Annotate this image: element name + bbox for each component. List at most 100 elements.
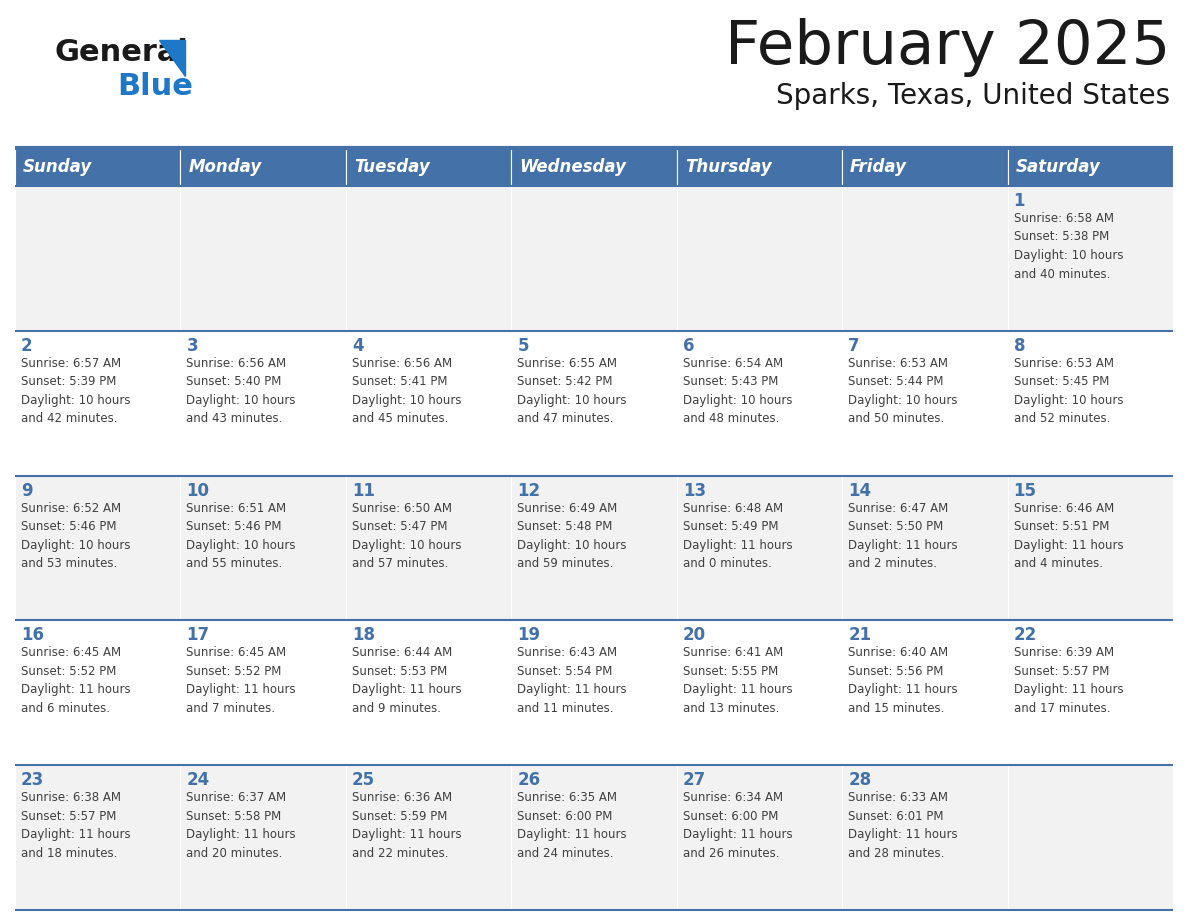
Text: Sunrise: 6:49 AM
Sunset: 5:48 PM
Daylight: 10 hours
and 59 minutes.: Sunrise: 6:49 AM Sunset: 5:48 PM Dayligh… [517, 501, 627, 570]
FancyBboxPatch shape [346, 186, 511, 330]
Text: 25: 25 [352, 771, 375, 789]
Text: 16: 16 [21, 626, 44, 644]
FancyBboxPatch shape [181, 186, 346, 330]
Text: 10: 10 [187, 482, 209, 499]
Text: 11: 11 [352, 482, 375, 499]
Text: Sunrise: 6:48 AM
Sunset: 5:49 PM
Daylight: 11 hours
and 0 minutes.: Sunrise: 6:48 AM Sunset: 5:49 PM Dayligh… [683, 501, 792, 570]
Text: 15: 15 [1013, 482, 1037, 499]
Text: Saturday: Saturday [1016, 158, 1100, 176]
Text: Sunrise: 6:51 AM
Sunset: 5:46 PM
Daylight: 10 hours
and 55 minutes.: Sunrise: 6:51 AM Sunset: 5:46 PM Dayligh… [187, 501, 296, 570]
FancyBboxPatch shape [15, 148, 181, 186]
FancyBboxPatch shape [346, 766, 511, 910]
Text: Sunrise: 6:41 AM
Sunset: 5:55 PM
Daylight: 11 hours
and 13 minutes.: Sunrise: 6:41 AM Sunset: 5:55 PM Dayligh… [683, 646, 792, 715]
Text: 20: 20 [683, 626, 706, 644]
Text: 28: 28 [848, 771, 871, 789]
Text: Sunrise: 6:56 AM
Sunset: 5:41 PM
Daylight: 10 hours
and 45 minutes.: Sunrise: 6:56 AM Sunset: 5:41 PM Dayligh… [352, 357, 461, 425]
FancyBboxPatch shape [1007, 476, 1173, 621]
FancyBboxPatch shape [677, 330, 842, 476]
Text: February 2025: February 2025 [725, 18, 1170, 77]
FancyBboxPatch shape [15, 766, 181, 910]
FancyBboxPatch shape [511, 766, 677, 910]
Text: 24: 24 [187, 771, 209, 789]
Text: 3: 3 [187, 337, 198, 354]
Text: 12: 12 [517, 482, 541, 499]
Text: Sunrise: 6:43 AM
Sunset: 5:54 PM
Daylight: 11 hours
and 11 minutes.: Sunrise: 6:43 AM Sunset: 5:54 PM Dayligh… [517, 646, 627, 715]
FancyBboxPatch shape [346, 330, 511, 476]
Text: Sunrise: 6:56 AM
Sunset: 5:40 PM
Daylight: 10 hours
and 43 minutes.: Sunrise: 6:56 AM Sunset: 5:40 PM Dayligh… [187, 357, 296, 425]
FancyBboxPatch shape [1007, 186, 1173, 330]
Text: Sunrise: 6:55 AM
Sunset: 5:42 PM
Daylight: 10 hours
and 47 minutes.: Sunrise: 6:55 AM Sunset: 5:42 PM Dayligh… [517, 357, 627, 425]
FancyBboxPatch shape [1007, 621, 1173, 766]
Text: 14: 14 [848, 482, 871, 499]
Text: 22: 22 [1013, 626, 1037, 644]
Text: 4: 4 [352, 337, 364, 354]
FancyBboxPatch shape [15, 621, 181, 766]
Text: Sunrise: 6:57 AM
Sunset: 5:39 PM
Daylight: 10 hours
and 42 minutes.: Sunrise: 6:57 AM Sunset: 5:39 PM Dayligh… [21, 357, 131, 425]
Text: Sunrise: 6:36 AM
Sunset: 5:59 PM
Daylight: 11 hours
and 22 minutes.: Sunrise: 6:36 AM Sunset: 5:59 PM Dayligh… [352, 791, 461, 859]
FancyBboxPatch shape [181, 766, 346, 910]
Text: Friday: Friday [851, 158, 908, 176]
Text: Blue: Blue [116, 72, 192, 101]
Text: Sunrise: 6:53 AM
Sunset: 5:44 PM
Daylight: 10 hours
and 50 minutes.: Sunrise: 6:53 AM Sunset: 5:44 PM Dayligh… [848, 357, 958, 425]
Text: Sunrise: 6:50 AM
Sunset: 5:47 PM
Daylight: 10 hours
and 57 minutes.: Sunrise: 6:50 AM Sunset: 5:47 PM Dayligh… [352, 501, 461, 570]
FancyBboxPatch shape [346, 621, 511, 766]
Text: Sunday: Sunday [23, 158, 93, 176]
Text: 17: 17 [187, 626, 209, 644]
FancyBboxPatch shape [842, 186, 1007, 330]
Text: Tuesday: Tuesday [354, 158, 430, 176]
FancyBboxPatch shape [511, 148, 677, 186]
Text: 9: 9 [21, 482, 32, 499]
Text: Sunrise: 6:40 AM
Sunset: 5:56 PM
Daylight: 11 hours
and 15 minutes.: Sunrise: 6:40 AM Sunset: 5:56 PM Dayligh… [848, 646, 958, 715]
Text: 1: 1 [1013, 192, 1025, 210]
FancyBboxPatch shape [842, 621, 1007, 766]
FancyBboxPatch shape [677, 186, 842, 330]
Text: 7: 7 [848, 337, 860, 354]
Text: Sunrise: 6:39 AM
Sunset: 5:57 PM
Daylight: 11 hours
and 17 minutes.: Sunrise: 6:39 AM Sunset: 5:57 PM Dayligh… [1013, 646, 1123, 715]
Text: Sunrise: 6:38 AM
Sunset: 5:57 PM
Daylight: 11 hours
and 18 minutes.: Sunrise: 6:38 AM Sunset: 5:57 PM Dayligh… [21, 791, 131, 859]
Text: Sunrise: 6:54 AM
Sunset: 5:43 PM
Daylight: 10 hours
and 48 minutes.: Sunrise: 6:54 AM Sunset: 5:43 PM Dayligh… [683, 357, 792, 425]
FancyBboxPatch shape [181, 476, 346, 621]
FancyBboxPatch shape [15, 186, 181, 330]
FancyBboxPatch shape [181, 621, 346, 766]
Text: 26: 26 [517, 771, 541, 789]
Text: Sunrise: 6:33 AM
Sunset: 6:01 PM
Daylight: 11 hours
and 28 minutes.: Sunrise: 6:33 AM Sunset: 6:01 PM Dayligh… [848, 791, 958, 859]
Text: Sunrise: 6:46 AM
Sunset: 5:51 PM
Daylight: 11 hours
and 4 minutes.: Sunrise: 6:46 AM Sunset: 5:51 PM Dayligh… [1013, 501, 1123, 570]
Text: 21: 21 [848, 626, 871, 644]
Text: Sunrise: 6:37 AM
Sunset: 5:58 PM
Daylight: 11 hours
and 20 minutes.: Sunrise: 6:37 AM Sunset: 5:58 PM Dayligh… [187, 791, 296, 859]
Text: 27: 27 [683, 771, 706, 789]
FancyBboxPatch shape [181, 330, 346, 476]
Text: Monday: Monday [189, 158, 261, 176]
FancyBboxPatch shape [677, 476, 842, 621]
FancyBboxPatch shape [677, 148, 842, 186]
FancyBboxPatch shape [842, 476, 1007, 621]
Text: Thursday: Thursday [684, 158, 771, 176]
FancyBboxPatch shape [842, 148, 1007, 186]
Text: General: General [55, 38, 189, 67]
FancyBboxPatch shape [1007, 766, 1173, 910]
Text: 6: 6 [683, 337, 694, 354]
FancyBboxPatch shape [1007, 148, 1173, 186]
Text: Sunrise: 6:52 AM
Sunset: 5:46 PM
Daylight: 10 hours
and 53 minutes.: Sunrise: 6:52 AM Sunset: 5:46 PM Dayligh… [21, 501, 131, 570]
Text: Sunrise: 6:45 AM
Sunset: 5:52 PM
Daylight: 11 hours
and 6 minutes.: Sunrise: 6:45 AM Sunset: 5:52 PM Dayligh… [21, 646, 131, 715]
FancyBboxPatch shape [15, 330, 181, 476]
Text: Sunrise: 6:53 AM
Sunset: 5:45 PM
Daylight: 10 hours
and 52 minutes.: Sunrise: 6:53 AM Sunset: 5:45 PM Dayligh… [1013, 357, 1123, 425]
Text: 5: 5 [517, 337, 529, 354]
Text: Sunrise: 6:44 AM
Sunset: 5:53 PM
Daylight: 11 hours
and 9 minutes.: Sunrise: 6:44 AM Sunset: 5:53 PM Dayligh… [352, 646, 461, 715]
FancyBboxPatch shape [842, 330, 1007, 476]
FancyBboxPatch shape [346, 476, 511, 621]
Text: 2: 2 [21, 337, 32, 354]
Text: Sparks, Texas, United States: Sparks, Texas, United States [776, 82, 1170, 110]
Text: 23: 23 [21, 771, 44, 789]
FancyBboxPatch shape [842, 766, 1007, 910]
Text: 8: 8 [1013, 337, 1025, 354]
FancyBboxPatch shape [181, 148, 346, 186]
FancyBboxPatch shape [511, 476, 677, 621]
Text: Wednesday: Wednesday [519, 158, 626, 176]
Text: 19: 19 [517, 626, 541, 644]
FancyBboxPatch shape [677, 766, 842, 910]
Text: Sunrise: 6:47 AM
Sunset: 5:50 PM
Daylight: 11 hours
and 2 minutes.: Sunrise: 6:47 AM Sunset: 5:50 PM Dayligh… [848, 501, 958, 570]
Text: 13: 13 [683, 482, 706, 499]
Text: Sunrise: 6:35 AM
Sunset: 6:00 PM
Daylight: 11 hours
and 24 minutes.: Sunrise: 6:35 AM Sunset: 6:00 PM Dayligh… [517, 791, 627, 859]
FancyBboxPatch shape [1007, 330, 1173, 476]
Text: 18: 18 [352, 626, 375, 644]
